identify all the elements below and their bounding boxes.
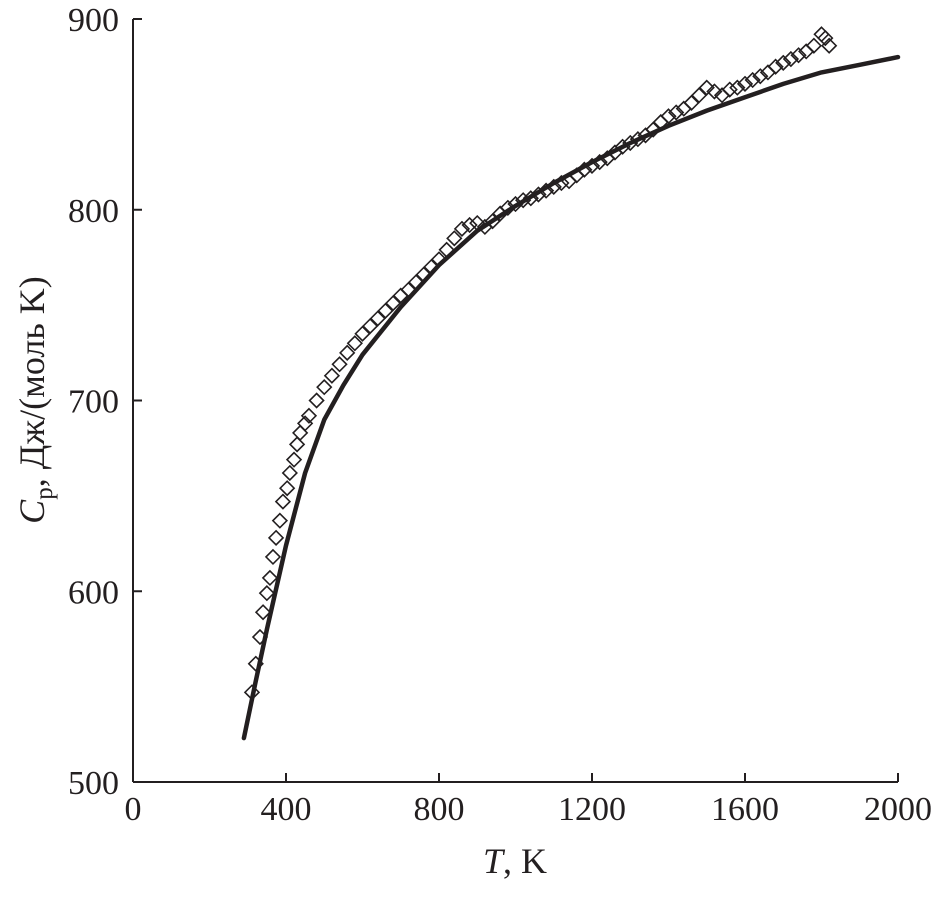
- data-point-diamond: [817, 29, 834, 47]
- data-point-diamond: [292, 424, 309, 442]
- data-point-diamond: [346, 335, 363, 352]
- data-point-diamond: [377, 302, 394, 319]
- data-point-diamond: [285, 451, 303, 468]
- y-tick-label: 500: [68, 765, 119, 802]
- data-point-diamond: [369, 310, 386, 327]
- x-tick-label: 400: [261, 791, 312, 828]
- data-point-diamond: [247, 655, 264, 672]
- ticks: 0 400 800 1200 1600 2000 500 600 700 800 900: [68, 2, 932, 828]
- data-point-diamond: [790, 47, 807, 64]
- data-point-diamond: [339, 344, 356, 361]
- data-point-diamond: [323, 367, 341, 384]
- data-point-diamond: [775, 54, 792, 72]
- y-tick-label: 600: [68, 574, 119, 611]
- data-point-diamond: [721, 81, 738, 98]
- data-point-diamond: [591, 153, 608, 171]
- data-point-diamond: [384, 295, 402, 312]
- data-point-diamond: [507, 195, 524, 213]
- data-point-diamond: [446, 230, 463, 247]
- data-point-diamond: [362, 317, 379, 335]
- data-point-diamond: [258, 585, 276, 602]
- data-point-diamond: [274, 493, 292, 510]
- data-point-diamond: [271, 512, 289, 529]
- data-point-diamond: [243, 684, 261, 701]
- data-point-diamond: [407, 274, 425, 291]
- data-point-diamond: [622, 134, 639, 152]
- x-tick-label: 1600: [711, 791, 779, 828]
- data-point-diamond: [629, 131, 647, 148]
- data-point-diamond: [583, 157, 601, 175]
- data-point-diamond: [300, 407, 318, 424]
- data-point-diamond: [706, 83, 723, 100]
- x-tick-label: 800: [414, 791, 465, 828]
- data-point-diamond: [645, 121, 662, 138]
- data-point-diamond: [430, 251, 448, 268]
- data-point-diamond: [729, 79, 746, 96]
- y-axis-label: Cp, Дж/(моль K): [12, 276, 58, 524]
- data-point-diamond: [400, 281, 417, 298]
- data-point-diamond: [767, 58, 784, 75]
- y-tick-label: 800: [68, 193, 119, 230]
- data-point-diamond: [614, 138, 631, 155]
- data-point-diamond: [484, 213, 501, 230]
- data-point-diamond: [660, 108, 677, 125]
- data-point-diamond: [698, 79, 715, 96]
- data-point-diamond: [288, 436, 306, 453]
- data-point-diamond: [308, 392, 325, 409]
- data-point-diamond: [530, 186, 547, 203]
- data-point-diamond: [461, 216, 478, 234]
- y-tick-label: 900: [68, 2, 119, 39]
- data-point-diamond: [545, 178, 562, 195]
- data-point-diamond: [782, 50, 800, 68]
- data-point-diamond: [251, 628, 269, 646]
- data-point-diamond: [537, 182, 555, 199]
- y-tick-label: 700: [68, 384, 119, 421]
- data-point-diamond: [331, 356, 348, 373]
- data-point-diamond: [264, 548, 282, 566]
- data-point-diamond: [522, 190, 539, 207]
- axes: [132, 19, 898, 783]
- data-point-diamond: [469, 214, 486, 232]
- x-tick-label: 1200: [558, 791, 626, 828]
- data-point-diamond: [515, 192, 532, 209]
- x-tick-label: 2000: [864, 791, 932, 828]
- data-point-diamond: [805, 37, 822, 54]
- data-point-diamond: [553, 174, 570, 192]
- data-point-diamond: [354, 325, 371, 342]
- data-point-diamond: [254, 604, 272, 621]
- x-axis-label: T, K: [483, 841, 547, 881]
- data-point-diamond: [744, 71, 761, 89]
- data-point-diamond: [267, 529, 285, 546]
- data-point-diamond: [690, 87, 708, 104]
- data-point-diamond: [752, 68, 769, 85]
- data-point-diamond: [281, 464, 298, 482]
- data-point-diamond: [279, 480, 296, 497]
- data-point-diamond: [316, 379, 333, 396]
- data-point-diamond: [261, 569, 279, 587]
- data-point-diamond: [453, 220, 471, 237]
- data-point-diamond: [576, 161, 593, 178]
- data-point-diamond: [821, 37, 838, 54]
- data-point-diamond: [423, 258, 440, 276]
- data-point-diamond: [415, 266, 432, 283]
- fit-curve: [241, 54, 901, 741]
- data-point-diamond: [668, 104, 685, 121]
- data-point-diamond: [736, 75, 754, 92]
- data-marks: [241, 26, 901, 741]
- x-tick-label: 0: [125, 791, 142, 828]
- data-point-diamond: [499, 199, 516, 216]
- data-point-diamond: [438, 241, 455, 258]
- data-point-diamond: [683, 94, 700, 112]
